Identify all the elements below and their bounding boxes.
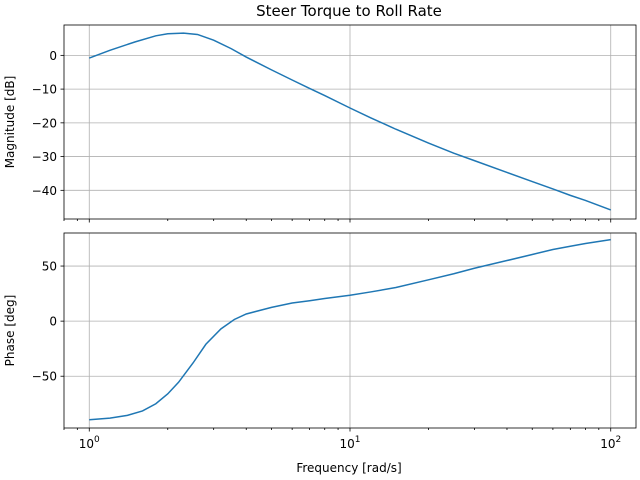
magnitude-axis-label: Magnitude [dB] [3, 76, 17, 169]
phase-axis-label: Phase [deg] [3, 295, 17, 367]
y-tick-label: 0 [49, 315, 57, 329]
y-tick-label: 0 [49, 49, 57, 63]
x-tick-label: 101 [339, 435, 360, 451]
y-tick-label: −30 [32, 150, 57, 164]
y-tick-label: −10 [32, 83, 57, 97]
y-tick-label: −50 [32, 370, 57, 384]
frequency-axis-label: Frequency [rad/s] [296, 461, 401, 475]
magnitude-line [89, 32, 611, 211]
axes-frame [63, 24, 637, 220]
y-tick-label: −40 [32, 184, 57, 198]
phase-line [89, 238, 611, 421]
magnitude-panel: 0 −10 −20 −30 −40 [32, 24, 637, 223]
y-tick-label: −20 [32, 116, 57, 130]
x-tick-label: 102 [600, 435, 621, 451]
axes-frame [63, 232, 637, 429]
chart-title: Steer Torque to Roll Rate [256, 2, 442, 20]
y-tick-label: 50 [42, 260, 57, 274]
phase-panel: 50 0 −50 100 101 102 [32, 232, 637, 451]
x-tick-label: 100 [79, 435, 100, 451]
